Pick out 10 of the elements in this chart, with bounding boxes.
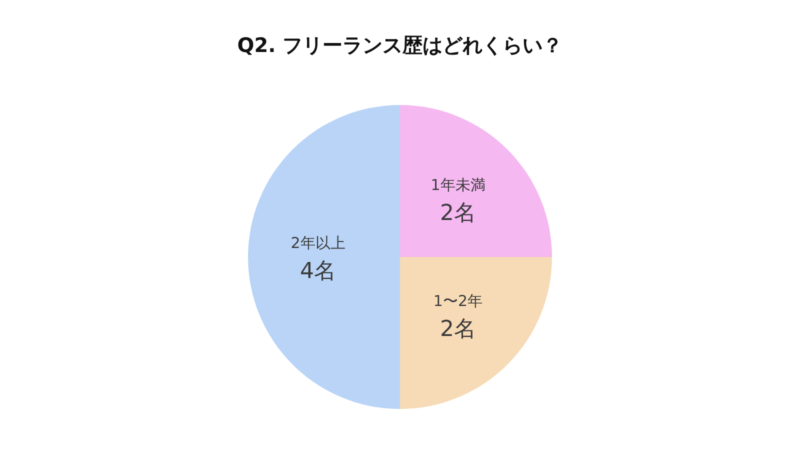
slice-label: 1年未満	[430, 176, 486, 194]
data-label: 4名	[300, 259, 336, 284]
slice-label: 2年以上	[290, 234, 346, 252]
pie-slice	[400, 257, 552, 409]
data-label: 2名	[440, 316, 476, 342]
chart-title: Q2. フリーランス歴はどれくらい？	[237, 33, 563, 57]
pie-slice	[248, 105, 400, 409]
data-label: 2名	[440, 201, 476, 226]
slice-label: 1〜2年	[433, 292, 483, 310]
pie-slice	[400, 105, 552, 257]
